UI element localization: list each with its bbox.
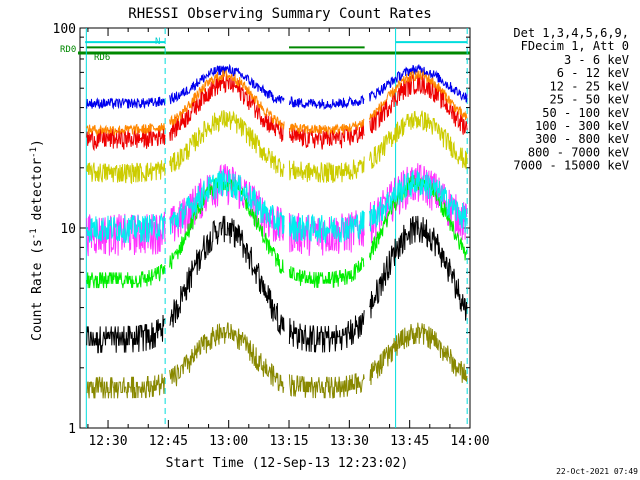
series-line bbox=[86, 169, 468, 245]
y-tick-label: 1 bbox=[68, 422, 76, 437]
y-tick-label: 100 bbox=[53, 22, 76, 37]
legend-entry: 12 - 25 keV bbox=[550, 79, 629, 93]
x-tick-label: 13:30 bbox=[330, 434, 369, 449]
legend-entry: 6 - 12 keV bbox=[557, 66, 629, 80]
y-axis-label: Count Rate (s-1 detector-1) bbox=[29, 139, 45, 341]
chart-title: RHESSI Observing Summary Count Rates bbox=[128, 6, 431, 22]
series-line bbox=[86, 110, 468, 185]
legend-entry: 25 - 50 keV bbox=[550, 93, 629, 107]
legend-entry: 50 - 100 keV bbox=[542, 106, 629, 120]
x-axis-label: Start Time (12-Sep-13 12:23:02) bbox=[166, 456, 409, 471]
legend-header-2: FDecim 1, Att 0 bbox=[521, 39, 629, 53]
y-tick-label: 10 bbox=[60, 222, 76, 237]
legend-entry: 3 - 6 keV bbox=[564, 53, 629, 67]
series-line bbox=[86, 73, 468, 152]
legend-entry: 800 - 7000 keV bbox=[528, 145, 629, 159]
legend-entry: 100 - 300 keV bbox=[535, 119, 629, 133]
legend-header-1: Det 1,3,4,5,6,9, bbox=[513, 26, 629, 40]
x-tick-label: 12:30 bbox=[88, 434, 127, 449]
legend-entry: 7000 - 15000 keV bbox=[513, 159, 629, 173]
x-tick-label: 12:45 bbox=[149, 434, 188, 449]
rd6-label: RD6 bbox=[94, 53, 110, 63]
x-tick-label: 13:00 bbox=[209, 434, 248, 449]
x-tick-label: 13:45 bbox=[390, 434, 429, 449]
series-line bbox=[86, 163, 468, 257]
series-line bbox=[86, 215, 468, 354]
x-tick-label: 13:15 bbox=[269, 434, 308, 449]
series-line bbox=[86, 69, 468, 137]
series-line bbox=[86, 322, 468, 399]
rd0-label: RD0 bbox=[60, 45, 76, 55]
x-tick-label: 14:00 bbox=[450, 434, 489, 449]
footer-date: 22-Oct-2021 07:49 bbox=[556, 467, 638, 476]
series-line bbox=[86, 63, 468, 111]
legend-entry: 300 - 800 keV bbox=[535, 132, 629, 146]
